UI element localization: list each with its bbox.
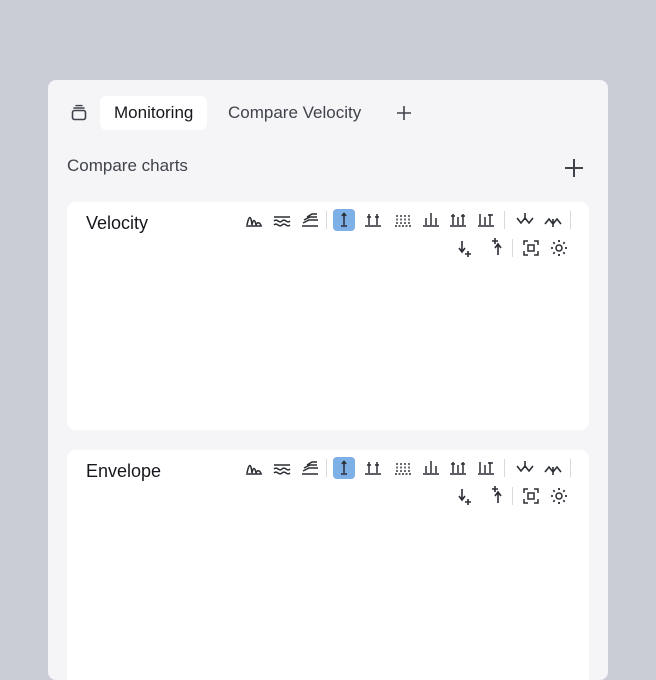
settings-icon[interactable]	[548, 237, 570, 259]
toolbar-divider	[504, 459, 505, 477]
add-down-icon[interactable]	[454, 237, 476, 259]
add-up-icon[interactable]	[484, 237, 506, 259]
single-cursor-icon[interactable]	[333, 209, 355, 231]
toolbar-divider	[326, 459, 327, 477]
section-title: Compare charts	[67, 156, 188, 175]
band-cursor-icon[interactable]	[420, 457, 442, 479]
spectrum-icon[interactable]: 0123400100600020012000300180004002400050…	[243, 209, 265, 231]
chart-title: Envelope	[86, 461, 162, 481]
toolbar-divider	[512, 487, 513, 505]
peak-cursor-icon[interactable]	[447, 457, 469, 479]
settings-icon[interactable]	[548, 485, 570, 507]
toolbar-divider	[504, 211, 505, 229]
zoom-fit-icon[interactable]	[520, 485, 542, 507]
tab-compare-velocity[interactable]: Compare Velocity	[228, 103, 362, 122]
harmonic-cursor-icon[interactable]	[362, 209, 384, 231]
band-cursor-icon[interactable]	[420, 209, 442, 231]
chart-title: Velocity	[86, 213, 149, 233]
single-cursor-icon[interactable]	[333, 457, 355, 479]
velocity-chart-card: Velocity 0123400100600020012000300180004…	[67, 202, 589, 430]
marker-cursor-icon[interactable]	[475, 457, 497, 479]
envelope-chart[interactable]	[67, 450, 589, 680]
add-chart-icon[interactable]	[563, 157, 585, 179]
marker-cursor-icon[interactable]	[475, 209, 497, 231]
envelope-chart-card: Envelope 0.050.10.150.20.250020012000400…	[67, 450, 589, 680]
move-down-icon[interactable]	[514, 457, 536, 479]
stack-icon[interactable]	[70, 104, 88, 122]
peak-cursor-icon[interactable]	[447, 209, 469, 231]
waterfall-icon[interactable]	[271, 457, 293, 479]
move-up-icon[interactable]	[542, 209, 564, 231]
monitoring-panel: Monitoring Compare Velocity Compare char…	[48, 80, 608, 680]
add-tab-icon[interactable]	[393, 102, 415, 124]
move-up-icon[interactable]	[542, 457, 564, 479]
toolbar-divider	[512, 239, 513, 257]
harmonic-cursor-icon[interactable]	[362, 457, 384, 479]
layers-icon[interactable]	[299, 209, 321, 231]
move-down-icon[interactable]	[514, 209, 536, 231]
tab-bar: Monitoring Compare Velocity	[48, 96, 608, 130]
toolbar-divider	[326, 211, 327, 229]
tab-monitoring[interactable]: Monitoring	[100, 96, 208, 130]
sideband-cursor-icon[interactable]	[392, 209, 414, 231]
toolbar-divider	[570, 459, 571, 477]
waterfall-icon[interactable]	[271, 209, 293, 231]
velocity-chart[interactable]	[67, 202, 589, 430]
spectrum-icon[interactable]: 0.050.10.150.20.250020012000400240006003…	[243, 457, 265, 479]
add-down-icon[interactable]	[454, 485, 476, 507]
add-up-icon[interactable]	[484, 485, 506, 507]
sideband-cursor-icon[interactable]	[392, 457, 414, 479]
zoom-fit-icon[interactable]	[520, 237, 542, 259]
toolbar-divider	[570, 211, 571, 229]
layers-icon[interactable]	[299, 457, 321, 479]
